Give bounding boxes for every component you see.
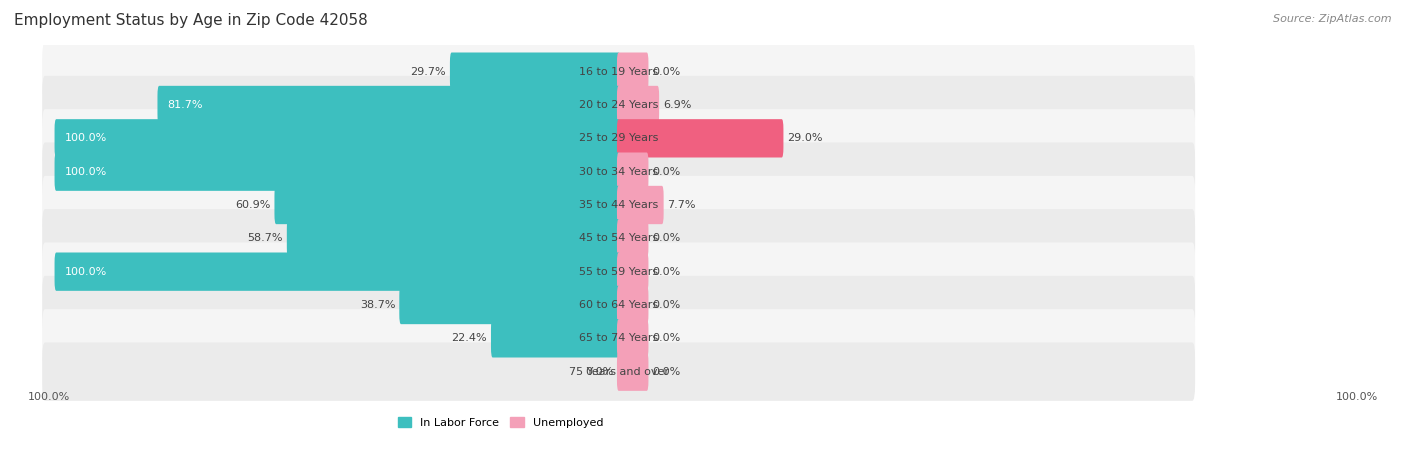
- Text: 0.0%: 0.0%: [585, 367, 613, 377]
- Text: 0.0%: 0.0%: [652, 267, 681, 277]
- FancyBboxPatch shape: [617, 252, 648, 291]
- Text: 29.0%: 29.0%: [787, 133, 823, 144]
- Text: 30 to 34 Years: 30 to 34 Years: [579, 166, 658, 177]
- Text: 0.0%: 0.0%: [652, 166, 681, 177]
- Text: 0.0%: 0.0%: [652, 367, 681, 377]
- FancyBboxPatch shape: [274, 186, 620, 224]
- Text: Employment Status by Age in Zip Code 42058: Employment Status by Age in Zip Code 420…: [14, 14, 368, 28]
- FancyBboxPatch shape: [617, 286, 648, 324]
- Text: 38.7%: 38.7%: [360, 300, 395, 310]
- FancyBboxPatch shape: [617, 186, 664, 224]
- Text: 100.0%: 100.0%: [28, 392, 70, 402]
- FancyBboxPatch shape: [42, 309, 1195, 368]
- FancyBboxPatch shape: [42, 42, 1195, 101]
- Text: 55 to 59 Years: 55 to 59 Years: [579, 267, 658, 277]
- Text: 16 to 19 Years: 16 to 19 Years: [579, 67, 658, 76]
- Text: 65 to 74 Years: 65 to 74 Years: [579, 333, 658, 343]
- Text: 81.7%: 81.7%: [167, 100, 202, 110]
- Text: 60.9%: 60.9%: [235, 200, 270, 210]
- FancyBboxPatch shape: [157, 86, 620, 124]
- FancyBboxPatch shape: [617, 86, 659, 124]
- FancyBboxPatch shape: [42, 342, 1195, 401]
- FancyBboxPatch shape: [42, 176, 1195, 234]
- Text: 20 to 24 Years: 20 to 24 Years: [579, 100, 658, 110]
- Text: 0.0%: 0.0%: [652, 300, 681, 310]
- Text: Source: ZipAtlas.com: Source: ZipAtlas.com: [1274, 14, 1392, 23]
- FancyBboxPatch shape: [450, 53, 620, 91]
- Text: 6.9%: 6.9%: [664, 100, 692, 110]
- FancyBboxPatch shape: [42, 209, 1195, 267]
- Text: 0.0%: 0.0%: [652, 234, 681, 243]
- Text: 100.0%: 100.0%: [1336, 392, 1378, 402]
- Text: 22.4%: 22.4%: [451, 333, 486, 343]
- FancyBboxPatch shape: [617, 119, 783, 158]
- FancyBboxPatch shape: [287, 219, 620, 257]
- Text: 29.7%: 29.7%: [411, 67, 446, 76]
- Text: 58.7%: 58.7%: [247, 234, 283, 243]
- FancyBboxPatch shape: [42, 109, 1195, 167]
- FancyBboxPatch shape: [55, 153, 620, 191]
- FancyBboxPatch shape: [617, 219, 648, 257]
- FancyBboxPatch shape: [42, 143, 1195, 201]
- Text: 0.0%: 0.0%: [652, 333, 681, 343]
- Text: 100.0%: 100.0%: [65, 267, 107, 277]
- FancyBboxPatch shape: [617, 153, 648, 191]
- FancyBboxPatch shape: [617, 319, 648, 357]
- FancyBboxPatch shape: [491, 319, 620, 357]
- FancyBboxPatch shape: [42, 276, 1195, 334]
- FancyBboxPatch shape: [55, 252, 620, 291]
- Text: 60 to 64 Years: 60 to 64 Years: [579, 300, 658, 310]
- Legend: In Labor Force, Unemployed: In Labor Force, Unemployed: [398, 418, 603, 428]
- FancyBboxPatch shape: [399, 286, 620, 324]
- Text: 45 to 54 Years: 45 to 54 Years: [579, 234, 658, 243]
- FancyBboxPatch shape: [55, 119, 620, 158]
- Text: 35 to 44 Years: 35 to 44 Years: [579, 200, 658, 210]
- Text: 25 to 29 Years: 25 to 29 Years: [579, 133, 658, 144]
- FancyBboxPatch shape: [617, 53, 648, 91]
- Text: 0.0%: 0.0%: [652, 67, 681, 76]
- Text: 100.0%: 100.0%: [65, 133, 107, 144]
- FancyBboxPatch shape: [42, 243, 1195, 301]
- FancyBboxPatch shape: [617, 352, 648, 391]
- FancyBboxPatch shape: [42, 76, 1195, 134]
- Text: 75 Years and over: 75 Years and over: [568, 367, 669, 377]
- Text: 100.0%: 100.0%: [65, 166, 107, 177]
- Text: 7.7%: 7.7%: [668, 200, 696, 210]
